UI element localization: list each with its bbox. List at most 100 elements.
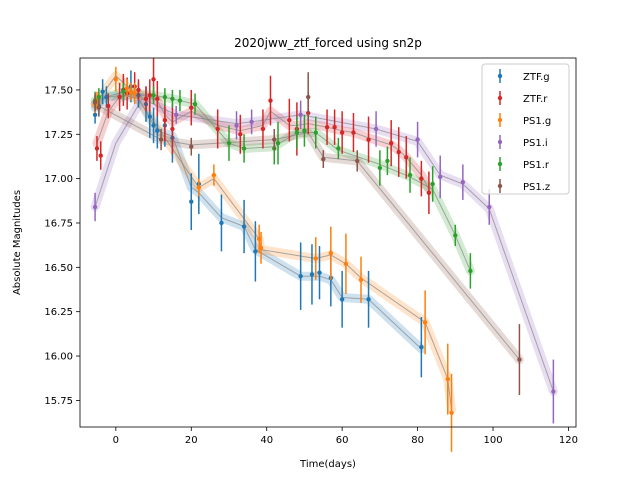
x-tick: 20 bbox=[185, 427, 198, 446]
legend-item-ztf-g: ZTF.g bbox=[497, 69, 550, 83]
marker-ps1-g bbox=[422, 320, 428, 325]
data-point-ztf-r bbox=[155, 81, 160, 117]
data-point-ps1-r bbox=[275, 121, 281, 165]
marker-ps1-r bbox=[302, 128, 307, 133]
data-point-ps1-g bbox=[113, 66, 119, 92]
marker-ps1-g bbox=[445, 376, 450, 382]
marker-ps1-i bbox=[173, 112, 179, 117]
marker-ps1-g bbox=[328, 250, 334, 256]
marker-ps1-z bbox=[517, 357, 522, 362]
legend-label-ps1-z: PS1.z bbox=[523, 182, 550, 193]
data-point-ps1-g bbox=[445, 343, 450, 415]
data-point-ps1-r bbox=[192, 93, 198, 115]
legend-marker-ztf-g bbox=[497, 73, 503, 79]
data-point-ps1-g bbox=[128, 82, 134, 101]
data-point-ps1-z bbox=[158, 128, 164, 151]
data-point-ztf-r bbox=[324, 109, 330, 145]
data-point-ps1-r bbox=[313, 116, 318, 149]
data-point-ztf-g bbox=[219, 194, 224, 252]
data-point-ps1-i bbox=[92, 192, 98, 222]
marker-ztf-g bbox=[419, 344, 424, 350]
data-point-ztf-r bbox=[260, 109, 266, 149]
data-point-ps1-z bbox=[96, 98, 102, 117]
data-point-ps1-z bbox=[189, 137, 194, 156]
marker-ztf-r bbox=[94, 146, 100, 151]
data-point-ps1-r bbox=[241, 134, 247, 163]
marker-ztf-r bbox=[351, 130, 356, 135]
data-point-ps1-i bbox=[415, 121, 420, 158]
data-point-ps1-z bbox=[355, 150, 360, 172]
marker-ztf-r bbox=[151, 77, 156, 82]
data-point-ztf-r bbox=[426, 171, 432, 215]
marker-ztf-g bbox=[104, 94, 109, 100]
marker-ps1-g bbox=[132, 91, 137, 96]
data-point-ps1-z bbox=[272, 128, 277, 151]
marker-ps1-g bbox=[358, 277, 364, 282]
marker-ztf-g bbox=[151, 123, 156, 128]
marker-ps1-r bbox=[407, 172, 413, 178]
marker-ps1-g bbox=[313, 256, 318, 261]
legend-label-ps1-r: PS1.r bbox=[523, 160, 550, 171]
x-tick: 100 bbox=[483, 427, 503, 446]
marker-ps1-r bbox=[177, 98, 183, 103]
data-point-ztf-r bbox=[388, 120, 394, 167]
data-point-ztf-r bbox=[98, 141, 103, 170]
data-point-ztf-g bbox=[241, 199, 247, 254]
marker-ps1-i bbox=[487, 204, 492, 210]
legend-marker-ps1-z bbox=[497, 183, 503, 189]
data-point-ps1-r bbox=[468, 253, 473, 289]
y-tick-label: 16.00 bbox=[44, 352, 73, 363]
data-point-ztf-r bbox=[351, 112, 356, 153]
data-point-ztf-g bbox=[298, 242, 303, 310]
x-axis-label: Time(days) bbox=[299, 459, 356, 470]
data-point-ps1-r bbox=[151, 86, 156, 105]
legend-marker-ps1-i bbox=[497, 139, 503, 145]
marker-ps1-z bbox=[189, 144, 194, 149]
marker-ztf-r bbox=[324, 124, 330, 130]
y-tick: 16.00 bbox=[44, 352, 80, 363]
marker-ps1-g bbox=[113, 77, 119, 82]
marker-ps1-r bbox=[313, 130, 318, 135]
y-tick-label: 15.75 bbox=[44, 396, 73, 407]
data-point-ps1-r bbox=[302, 114, 307, 147]
legend-item-ps1-g: PS1.g bbox=[497, 113, 551, 127]
marker-ztf-r bbox=[287, 117, 292, 123]
x-tick-label: 20 bbox=[185, 435, 198, 446]
marker-ps1-r bbox=[453, 233, 458, 238]
marker-ps1-r bbox=[468, 268, 473, 274]
legend-label-ztf-r: ZTF.r bbox=[523, 94, 548, 105]
marker-ps1-r bbox=[241, 146, 247, 151]
data-point-ztf-r bbox=[287, 98, 292, 142]
y-tick: 16.50 bbox=[44, 263, 80, 274]
data-point-ztf-r bbox=[136, 79, 141, 101]
marker-ztf-g bbox=[189, 199, 194, 204]
marker-ztf-g bbox=[309, 272, 315, 277]
marker-ps1-g bbox=[128, 89, 134, 94]
data-point-ztf-g bbox=[339, 270, 345, 328]
marker-ztf-g bbox=[155, 128, 160, 133]
data-point-ps1-r bbox=[430, 166, 435, 202]
data-point-ztf-g bbox=[317, 246, 322, 300]
marker-ps1-r bbox=[385, 158, 390, 164]
data-point-ztf-g bbox=[253, 221, 258, 282]
data-point-ztf-r bbox=[366, 116, 371, 163]
legend-marker-ps1-g bbox=[497, 117, 503, 123]
marker-ztf-r bbox=[388, 140, 394, 146]
marker-ps1-g bbox=[256, 236, 262, 242]
marker-ps1-i bbox=[298, 112, 303, 117]
data-point-ps1-r bbox=[377, 150, 383, 186]
data-point-ps1-r bbox=[170, 89, 175, 108]
x-tick-label: 120 bbox=[559, 435, 578, 446]
marker-ztf-r bbox=[155, 96, 160, 102]
data-point-ps1-r bbox=[336, 137, 341, 160]
marker-ps1-r bbox=[162, 94, 168, 100]
marker-ps1-g bbox=[196, 185, 202, 190]
y-tick: 16.75 bbox=[44, 218, 80, 229]
data-point-ztf-r bbox=[189, 89, 194, 126]
data-point-ztf-r bbox=[94, 136, 100, 161]
marker-ps1-r bbox=[192, 101, 198, 107]
marker-ps1-g bbox=[211, 172, 217, 178]
data-point-ztf-g bbox=[104, 86, 109, 108]
data-point-ztf-r bbox=[332, 109, 337, 145]
